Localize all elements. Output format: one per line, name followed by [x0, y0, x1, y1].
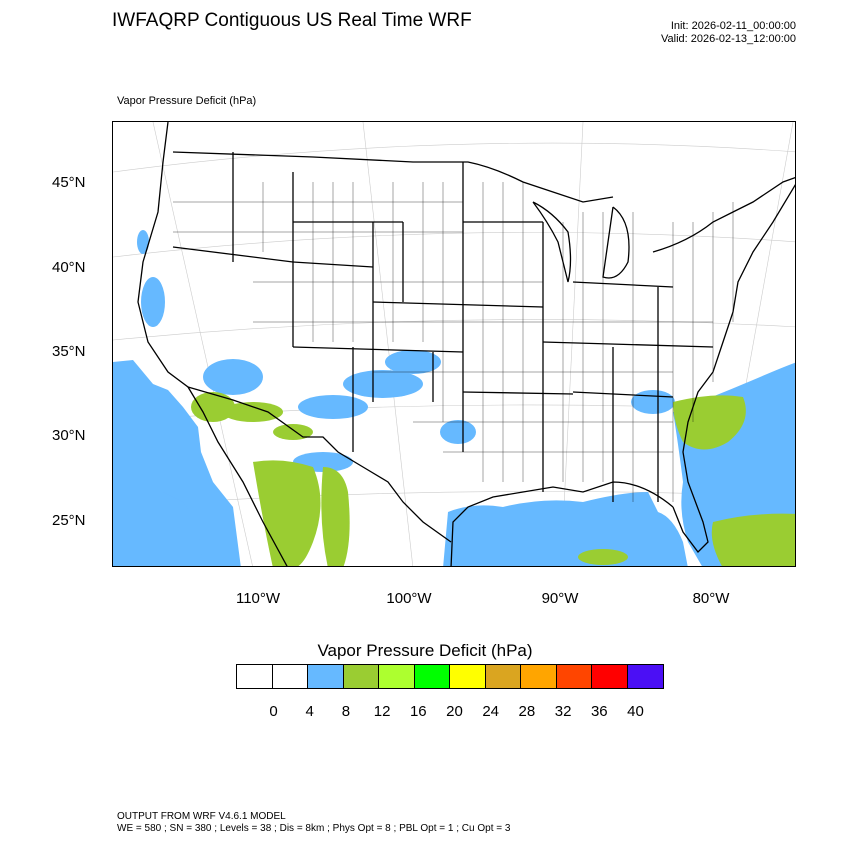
footer-model-line: OUTPUT FROM WRF V4.6.1 MODEL: [117, 811, 286, 822]
legend-tick-16: 16: [409, 703, 427, 720]
legend-title: Vapor Pressure Deficit (hPa): [317, 641, 533, 660]
state-boundaries: [137, 122, 795, 566]
legend-swatch-5: [414, 665, 450, 688]
legend-swatch-0: [237, 665, 273, 688]
legend-tick-24: 24: [482, 703, 500, 720]
legend-swatch-8: [521, 665, 557, 688]
map-panel: [112, 121, 796, 567]
legend-swatch-10: [592, 665, 628, 688]
legend-swatch-6: [450, 665, 486, 688]
legend-tick-28: 28: [518, 703, 536, 720]
lat-label-30: 30°N: [52, 427, 86, 444]
legend-tick-4: 4: [305, 703, 314, 720]
lat-label-45: 45°N: [52, 174, 86, 191]
lat-label-25: 25°N: [52, 512, 86, 529]
legend-colorbar: [236, 664, 664, 689]
legend-swatch-7: [485, 665, 521, 688]
lat-label-40: 40°N: [52, 259, 86, 276]
county-boundaries: [173, 182, 734, 502]
legend-swatch-2: [308, 665, 344, 688]
legend-tick-0: 0: [269, 703, 278, 720]
legend-tick-36: 36: [590, 703, 608, 720]
field-subtitle: Vapor Pressure Deficit (hPa): [117, 95, 257, 107]
legend-swatch-11: [627, 665, 663, 688]
lon-label-90w: 90°W: [541, 590, 579, 607]
us-map: [113, 122, 795, 566]
lon-label-100w: 100°W: [386, 590, 432, 607]
chart-title: IWFAQRP Contiguous US Real Time WRF: [112, 10, 472, 31]
lon-label-80w: 80°W: [692, 590, 730, 607]
footer-config-line: WE = 580 ; SN = 380 ; Levels = 38 ; Dis …: [117, 823, 511, 834]
legend-swatch-9: [556, 665, 592, 688]
init-time: Init: 2026-02-11_00:00:00: [670, 20, 796, 32]
vpd-4-8-shading: [113, 230, 795, 566]
legend-tick-8: 8: [341, 703, 351, 720]
lat-label-35: 35°N: [52, 343, 86, 360]
legend-tick-12: 12: [373, 703, 391, 720]
vpd-8-12-shading: [191, 392, 795, 566]
lon-label-110w: 110°W: [235, 590, 281, 607]
legend-tick-32: 32: [554, 703, 572, 720]
legend-swatch-3: [343, 665, 379, 688]
legend-swatch-1: [272, 665, 308, 688]
legend-tick-20: 20: [446, 703, 463, 720]
valid-time: Valid: 2026-02-13_12:00:00: [661, 33, 796, 45]
legend-tick-40: 40: [627, 703, 644, 720]
legend-swatch-4: [379, 665, 415, 688]
